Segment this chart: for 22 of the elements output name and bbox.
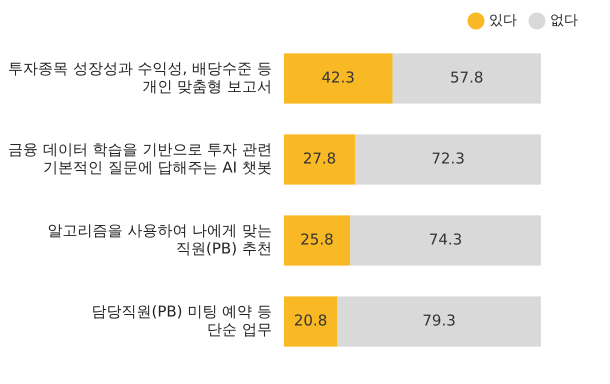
data-label: 25.8 <box>300 230 334 248</box>
bar <box>350 215 541 266</box>
bar <box>355 134 541 185</box>
y-tick-label: 금융 데이터 학습을 기반으로 투자 관련 기본적인 질문에 답해주는 AI 챗봇 <box>8 140 272 176</box>
y-tick-label: 알고리즘을 사용하여 나에게 맞는 직원(PB) 추천 <box>48 221 272 258</box>
data-label: 72.3 <box>431 149 465 168</box>
data-label: 20.8 <box>294 311 328 330</box>
bar <box>284 215 350 266</box>
data-label: 74.3 <box>428 230 462 248</box>
y-tick-label: 투자종목 성장성과 수익성, 배당수준 등 개인 맞춤형 보고서 <box>8 59 272 96</box>
data-label: 42.3 <box>321 68 355 86</box>
bar <box>284 134 356 185</box>
bar <box>337 296 541 347</box>
y-tick-label: 담당직원(PB) 미팅 예약 등 단순 업무 <box>91 302 272 338</box>
data-label: 79.3 <box>422 311 456 330</box>
data-label: 57.8 <box>450 68 484 86</box>
bar <box>284 296 338 347</box>
data-label: 27.8 <box>302 149 336 168</box>
legend-label: 없다 <box>550 12 578 29</box>
bar <box>392 53 541 104</box>
legend-label: 있다 <box>489 12 517 29</box>
bar <box>284 53 392 104</box>
